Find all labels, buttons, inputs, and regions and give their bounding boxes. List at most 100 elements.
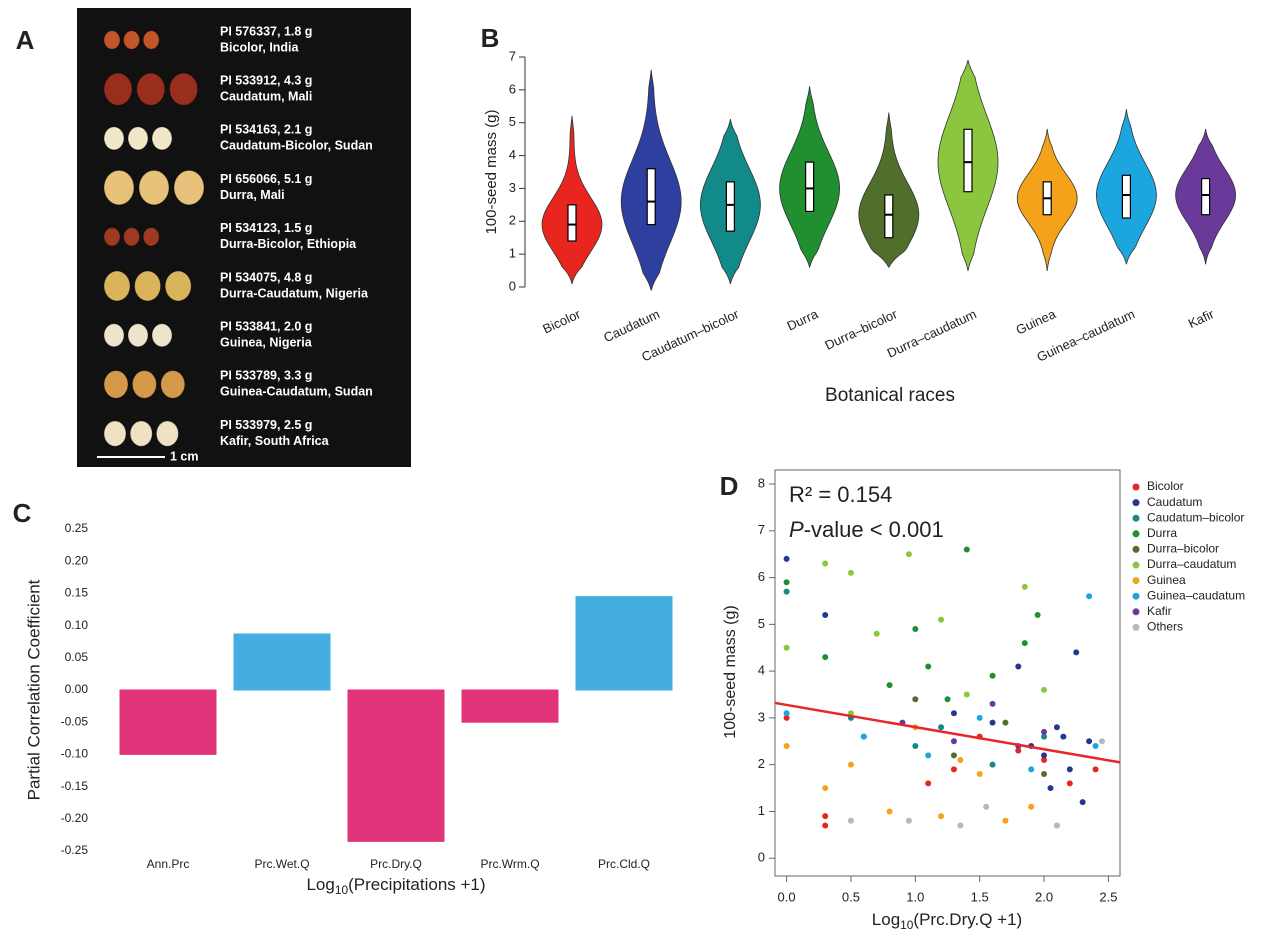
point [1098, 738, 1105, 745]
legend-marker [1132, 514, 1140, 522]
p-rest: -value < 0.001 [804, 517, 944, 542]
seed [103, 169, 135, 206]
panel-label: A [16, 25, 35, 55]
box [804, 161, 815, 213]
x-axis-label: Log10(Precipitations +1) [306, 875, 485, 897]
point [1028, 766, 1035, 773]
point [860, 733, 867, 740]
bar [347, 689, 445, 842]
point [938, 616, 945, 623]
point [957, 822, 964, 829]
y-tick-label: -0.25 [61, 843, 89, 857]
seed [127, 323, 149, 348]
box [725, 181, 736, 232]
point [976, 771, 983, 778]
point [1021, 640, 1028, 647]
y-tick-label: 2 [758, 756, 765, 771]
point [1041, 686, 1048, 693]
point [1086, 593, 1093, 600]
point [905, 817, 912, 824]
y-tick-label: 3 [758, 709, 765, 724]
seed [103, 227, 121, 247]
point [925, 752, 932, 759]
x-label-part: Log [872, 910, 900, 929]
x-tick-label: Ann.Prc [147, 857, 190, 871]
seed [138, 169, 170, 206]
point [963, 691, 970, 698]
seed [131, 370, 157, 399]
x-tick-label: Guinea [1014, 306, 1059, 338]
seed [134, 270, 162, 302]
x-tick-label: Bicolor [540, 306, 583, 337]
seed-origin: Durra-Caudatum, Nigeria [220, 286, 369, 300]
y-tick-label: 0.10 [65, 618, 89, 632]
x-tick-label: Durra–caudatum [885, 306, 979, 361]
y-axis-label: 100-seed mass (g) [483, 109, 500, 234]
legend-marker [1132, 577, 1140, 585]
seed [123, 227, 141, 247]
y-tick-label: 0.05 [65, 650, 89, 664]
legend-label: Kafir [1147, 604, 1172, 618]
seed [142, 227, 160, 247]
seed [142, 30, 160, 50]
seed-origin: Bicolor, India [220, 40, 300, 54]
point [1047, 785, 1054, 792]
point [938, 724, 945, 731]
point [925, 663, 932, 670]
panel-label: C [13, 498, 32, 528]
legend-label: Guinea–caudatum [1147, 588, 1245, 602]
point [1092, 766, 1099, 773]
point [847, 569, 854, 576]
box [1121, 174, 1132, 219]
point [822, 785, 829, 792]
bar [575, 596, 673, 691]
legend-marker [1132, 623, 1140, 631]
point [1015, 663, 1022, 670]
seed-id: PI 534163, 2.1 g [220, 123, 312, 137]
bar [461, 689, 559, 723]
seed-id: PI 534123, 1.5 g [220, 221, 312, 235]
point [912, 742, 919, 749]
fit-line [774, 701, 1121, 764]
x-label-subscript: 10 [335, 883, 349, 897]
y-tick-label: 5 [509, 114, 516, 129]
seed [103, 72, 133, 106]
point [886, 682, 893, 689]
box [884, 194, 894, 239]
point [1034, 612, 1041, 618]
r-squared: R² = 0.154 [789, 482, 892, 507]
violin [858, 112, 920, 268]
point [1028, 803, 1035, 810]
point [1073, 649, 1080, 656]
seed-origin: Caudatum-Bicolor, Sudan [220, 139, 373, 153]
seed [127, 126, 149, 151]
x-tick-label: 1.0 [906, 889, 924, 904]
point [1086, 738, 1093, 745]
point [957, 757, 964, 763]
y-tick-label: 7 [758, 522, 765, 537]
seed-id: PI 656066, 5.1 g [220, 172, 312, 186]
legend-label: Bicolor [1147, 479, 1184, 493]
y-tick-label: 1 [758, 803, 765, 818]
seed-id: PI 533979, 2.5 g [220, 418, 312, 432]
x-label-subscript: 10 [900, 918, 914, 932]
point [873, 630, 880, 637]
y-tick-label: 0.15 [65, 586, 89, 600]
seed [103, 270, 131, 302]
y-tick-label: 5 [758, 616, 765, 631]
seed-origin: Durra-Bicolor, Ethiopia [220, 237, 357, 251]
seed-origin: Caudatum, Mali [220, 89, 312, 103]
y-tick-label: 0 [509, 278, 516, 293]
point [822, 560, 829, 567]
x-tick-label: Kafir [1186, 306, 1217, 331]
point [1002, 719, 1009, 726]
x-tick-label: Prc.Cld.Q [598, 857, 650, 871]
seed [136, 72, 166, 106]
point [783, 710, 790, 717]
point [912, 696, 919, 703]
point [1066, 780, 1073, 787]
point [783, 742, 790, 749]
y-axis-label: Partial Correlation Coefficient [24, 579, 43, 800]
seed [164, 270, 192, 302]
